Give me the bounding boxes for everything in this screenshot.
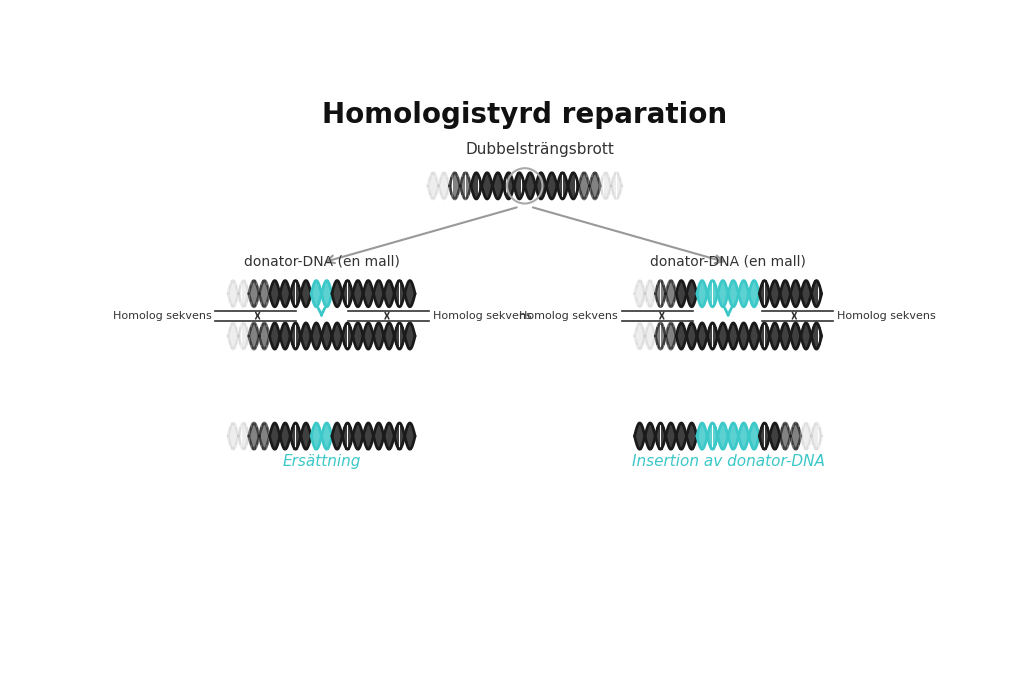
Text: Insertion av donator-DNA: Insertion av donator-DNA [632,454,824,469]
Text: donator-DNA (en mall): donator-DNA (en mall) [244,254,399,268]
Text: Homolog sekvens: Homolog sekvens [113,311,211,321]
Text: Dubbelsträngsbrott: Dubbelsträngsbrott [466,142,614,156]
Text: Ersättning: Ersättning [283,454,360,469]
Text: Homologistyrd reparation: Homologistyrd reparation [323,101,727,129]
Text: donator-DNA (en mall): donator-DNA (en mall) [650,254,806,268]
Text: Homolog sekvens: Homolog sekvens [837,311,935,321]
Text: Homolog sekvens: Homolog sekvens [433,311,531,321]
Text: Homolog sekvens: Homolog sekvens [519,311,617,321]
